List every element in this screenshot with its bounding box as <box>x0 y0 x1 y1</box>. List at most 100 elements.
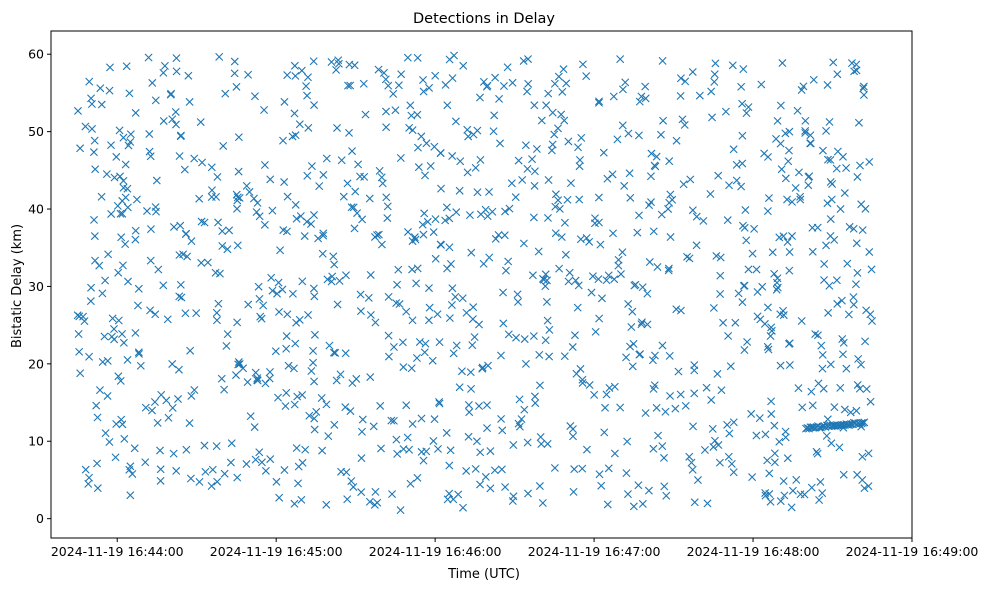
data-point <box>192 309 201 318</box>
data-point <box>426 161 435 170</box>
data-point <box>555 204 564 213</box>
data-point <box>633 228 642 237</box>
y-tick-label: 60 <box>28 47 44 62</box>
data-point <box>853 470 862 479</box>
data-point <box>175 292 184 301</box>
data-point <box>87 94 96 103</box>
data-point <box>486 447 495 456</box>
data-point <box>708 424 717 433</box>
data-point <box>827 195 836 204</box>
data-point <box>797 86 806 95</box>
data-point <box>174 395 183 404</box>
data-point <box>212 192 221 201</box>
data-point <box>374 230 383 239</box>
data-point <box>849 293 858 302</box>
data-point <box>714 171 723 180</box>
data-point <box>375 166 384 175</box>
data-point <box>641 409 650 418</box>
data-point <box>408 126 417 135</box>
y-tick-label: 20 <box>28 356 44 371</box>
data-point <box>569 432 577 441</box>
data-point <box>76 369 85 378</box>
data-point <box>572 369 581 378</box>
data-point <box>344 81 353 90</box>
data-point <box>200 218 209 227</box>
data-point <box>858 226 867 235</box>
chart-title: Detections in Delay <box>413 11 555 27</box>
data-point <box>816 477 825 486</box>
data-point <box>785 247 794 256</box>
data-point <box>230 69 239 78</box>
data-point <box>571 276 580 285</box>
data-point <box>290 400 299 409</box>
data-point <box>575 156 584 165</box>
data-point <box>322 500 331 509</box>
data-point <box>637 320 646 329</box>
data-point <box>852 60 861 69</box>
data-point <box>141 458 150 467</box>
data-point <box>207 163 216 172</box>
data-point <box>761 430 770 439</box>
data-point <box>310 101 319 110</box>
data-point <box>763 342 772 351</box>
data-point <box>412 354 421 362</box>
data-point <box>121 240 130 249</box>
data-point <box>423 217 432 226</box>
data-point <box>724 452 733 461</box>
data-point <box>758 282 767 291</box>
data-point <box>560 116 569 125</box>
data-point <box>369 422 378 431</box>
data-point <box>800 490 809 499</box>
data-point <box>483 424 492 433</box>
data-point <box>664 264 673 273</box>
data-point <box>171 107 180 116</box>
data-point <box>163 315 172 324</box>
data-point <box>275 493 284 502</box>
data-point <box>425 303 434 312</box>
data-point <box>594 275 603 284</box>
data-point <box>775 437 784 446</box>
data-point <box>566 422 575 431</box>
data-point <box>331 348 340 357</box>
data-point <box>309 57 318 66</box>
data-point <box>618 121 627 130</box>
data-point <box>707 87 716 96</box>
data-point <box>681 77 690 86</box>
data-point <box>574 281 583 290</box>
data-point <box>846 408 855 417</box>
data-point <box>220 385 229 394</box>
data-point <box>723 216 732 225</box>
data-point <box>543 316 552 325</box>
data-point <box>350 61 359 70</box>
data-point <box>146 306 155 315</box>
data-point <box>255 294 264 303</box>
data-point <box>413 143 422 152</box>
plot-frame <box>50 30 913 539</box>
data-point <box>297 66 306 75</box>
data-point <box>116 376 125 385</box>
data-point <box>350 224 359 233</box>
data-point <box>383 214 392 223</box>
data-point <box>251 455 260 464</box>
data-point <box>575 195 584 204</box>
data-point <box>114 268 123 277</box>
data-point <box>345 128 353 137</box>
data-point <box>707 395 716 404</box>
data-point <box>610 275 619 284</box>
data-point <box>715 458 724 467</box>
data-point <box>666 391 675 400</box>
data-point <box>535 381 544 390</box>
data-point <box>716 253 725 262</box>
data-point <box>652 152 661 161</box>
data-point <box>103 356 112 365</box>
data-point <box>252 208 261 217</box>
data-point <box>853 172 862 181</box>
data-point <box>610 382 619 391</box>
data-point <box>244 70 253 79</box>
data-point <box>104 250 113 259</box>
data-point <box>348 379 357 388</box>
data-point <box>498 426 507 435</box>
data-point <box>151 203 160 212</box>
data-point <box>112 420 121 428</box>
x-tick-label: 2024-11-19 16:48:00 <box>687 544 820 559</box>
